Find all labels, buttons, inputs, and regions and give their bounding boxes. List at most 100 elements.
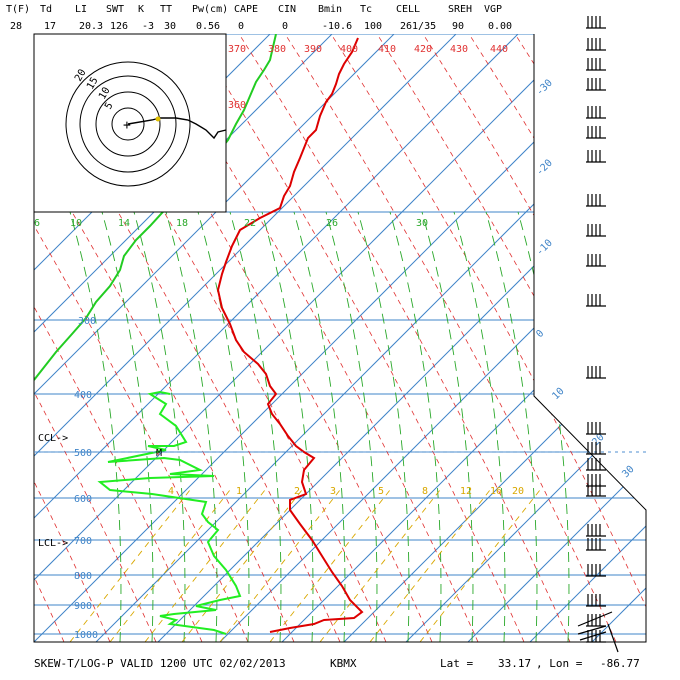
isotherm-line xyxy=(529,34,646,642)
header-value: 126 xyxy=(110,21,128,32)
moist-adiabat xyxy=(421,211,474,642)
dry-adiabat-label: 390 xyxy=(304,44,322,55)
header-label: Td xyxy=(40,4,52,15)
pressure-label: 800 xyxy=(74,571,92,582)
header-value: 0.00 xyxy=(488,21,512,32)
hodograph-ring xyxy=(65,61,191,187)
moist-adiabat xyxy=(133,211,186,642)
moist-adiabat xyxy=(357,211,410,642)
mixing-ratio-label: 12 xyxy=(460,486,472,497)
moist-adiabat xyxy=(261,211,314,642)
pressure-label: 400 xyxy=(74,390,92,401)
mixing-ratio-label: 4 xyxy=(168,486,174,497)
moist-adiabat xyxy=(165,211,218,642)
dewpoint-profile xyxy=(97,390,242,635)
wind-barb xyxy=(586,58,606,71)
header-label: SWT xyxy=(106,4,124,15)
dry-adiabat-label: 400 xyxy=(340,44,358,55)
header-value: 17 xyxy=(44,21,56,32)
wind-barb xyxy=(586,78,606,91)
dry-adiabat-label: 430 xyxy=(450,44,468,55)
dry-adiabat xyxy=(0,20,18,642)
moist-adiabats xyxy=(69,211,570,642)
header-label: T(F) xyxy=(6,4,30,15)
dry-adiabat-label: 370 xyxy=(228,44,246,55)
hodograph-ring-label: 20 xyxy=(73,68,89,84)
isotherm-line xyxy=(343,34,646,642)
mixing-ratio-label: 1 xyxy=(236,486,242,497)
mixing-ratio-label: 5 xyxy=(378,486,384,497)
wind-barb xyxy=(586,524,606,537)
isotherm-line xyxy=(467,34,646,642)
wind-barb xyxy=(586,106,606,119)
hodograph-ring xyxy=(79,75,177,173)
hodograph-ring-label: 15 xyxy=(85,76,101,92)
header-value: 261/35 xyxy=(400,21,436,32)
hodograph-ring xyxy=(95,91,161,157)
pressure-label: 1000 xyxy=(74,630,98,641)
isotherm-line xyxy=(34,34,365,642)
dry-adiabat-label: 420 xyxy=(414,44,432,55)
isotherm-line xyxy=(219,34,646,642)
dry-adiabat xyxy=(505,34,646,642)
isotherm-label: -10 xyxy=(534,238,555,259)
moist-adiabat xyxy=(229,211,282,642)
isotherm-label: -20 xyxy=(534,158,555,179)
dry-adiabat xyxy=(551,34,646,642)
dry-adiabat xyxy=(413,34,646,642)
wind-barb xyxy=(586,594,606,607)
wind-barb xyxy=(586,484,606,497)
theta-e-label: 18 xyxy=(176,218,188,229)
header-label: Tc xyxy=(360,4,372,15)
moist-adiabat xyxy=(453,211,506,642)
wind-barb xyxy=(586,38,606,51)
pressure-label: 300 xyxy=(78,316,96,327)
theta-e-label: 30 xyxy=(416,218,428,229)
theta-e-label: 10 xyxy=(70,218,82,229)
isotherm-line xyxy=(34,34,613,642)
isotherm-line xyxy=(34,34,427,642)
header-label: CIN xyxy=(278,4,296,15)
moist-adiabat xyxy=(101,211,154,642)
dry-adiabat xyxy=(183,34,525,642)
hodograph-storm-motion xyxy=(155,116,161,122)
wind-barb xyxy=(586,366,606,379)
header-label: LI xyxy=(75,4,87,15)
theta-e-label: 6 xyxy=(34,218,40,229)
pressure-label: 900 xyxy=(74,601,92,612)
header-value: 90 xyxy=(452,21,464,32)
isotherm-line xyxy=(281,34,646,642)
header-label: CELL xyxy=(396,4,420,15)
wind-barb xyxy=(586,126,606,139)
isotherm-label: 30 xyxy=(620,464,636,480)
moist-adiabat xyxy=(389,211,442,642)
header-value: 0 xyxy=(282,21,288,32)
wind-barb xyxy=(586,150,606,163)
wind-barb xyxy=(586,564,606,577)
surface-wind-barb xyxy=(577,611,619,653)
isotherm-label: 0 xyxy=(534,328,546,340)
isotherm-label: -30 xyxy=(534,78,555,99)
mixing-ratio-label: 2 xyxy=(294,486,300,497)
dry-adiabat xyxy=(367,34,646,642)
mixing-ratio-label: 8 xyxy=(422,486,428,497)
isotherm-line xyxy=(34,34,489,642)
isotherm-line xyxy=(654,2,680,642)
theta-e-label: 14 xyxy=(118,218,130,229)
dry-adiabat-label: 360 xyxy=(228,100,246,111)
moist-adiabat xyxy=(485,211,538,642)
ccl-label: CCL-> xyxy=(38,433,68,444)
header-labels: T(F) Td LI SWT K TT Pw(cm) CAPE CIN Bmin Tc CELL SRE… xyxy=(6,4,502,15)
mixing-ratio-line xyxy=(419,489,541,642)
header-value: 28 xyxy=(10,21,22,32)
wind-barb xyxy=(586,194,606,207)
header-label: Pw(cm) xyxy=(192,4,228,15)
dry-adiabat xyxy=(275,34,617,642)
mixing-ratio-line xyxy=(181,489,303,642)
mixing-ratio-line xyxy=(369,489,491,642)
dry-adiabat xyxy=(229,34,571,642)
header-value: 0.56 xyxy=(196,21,220,32)
